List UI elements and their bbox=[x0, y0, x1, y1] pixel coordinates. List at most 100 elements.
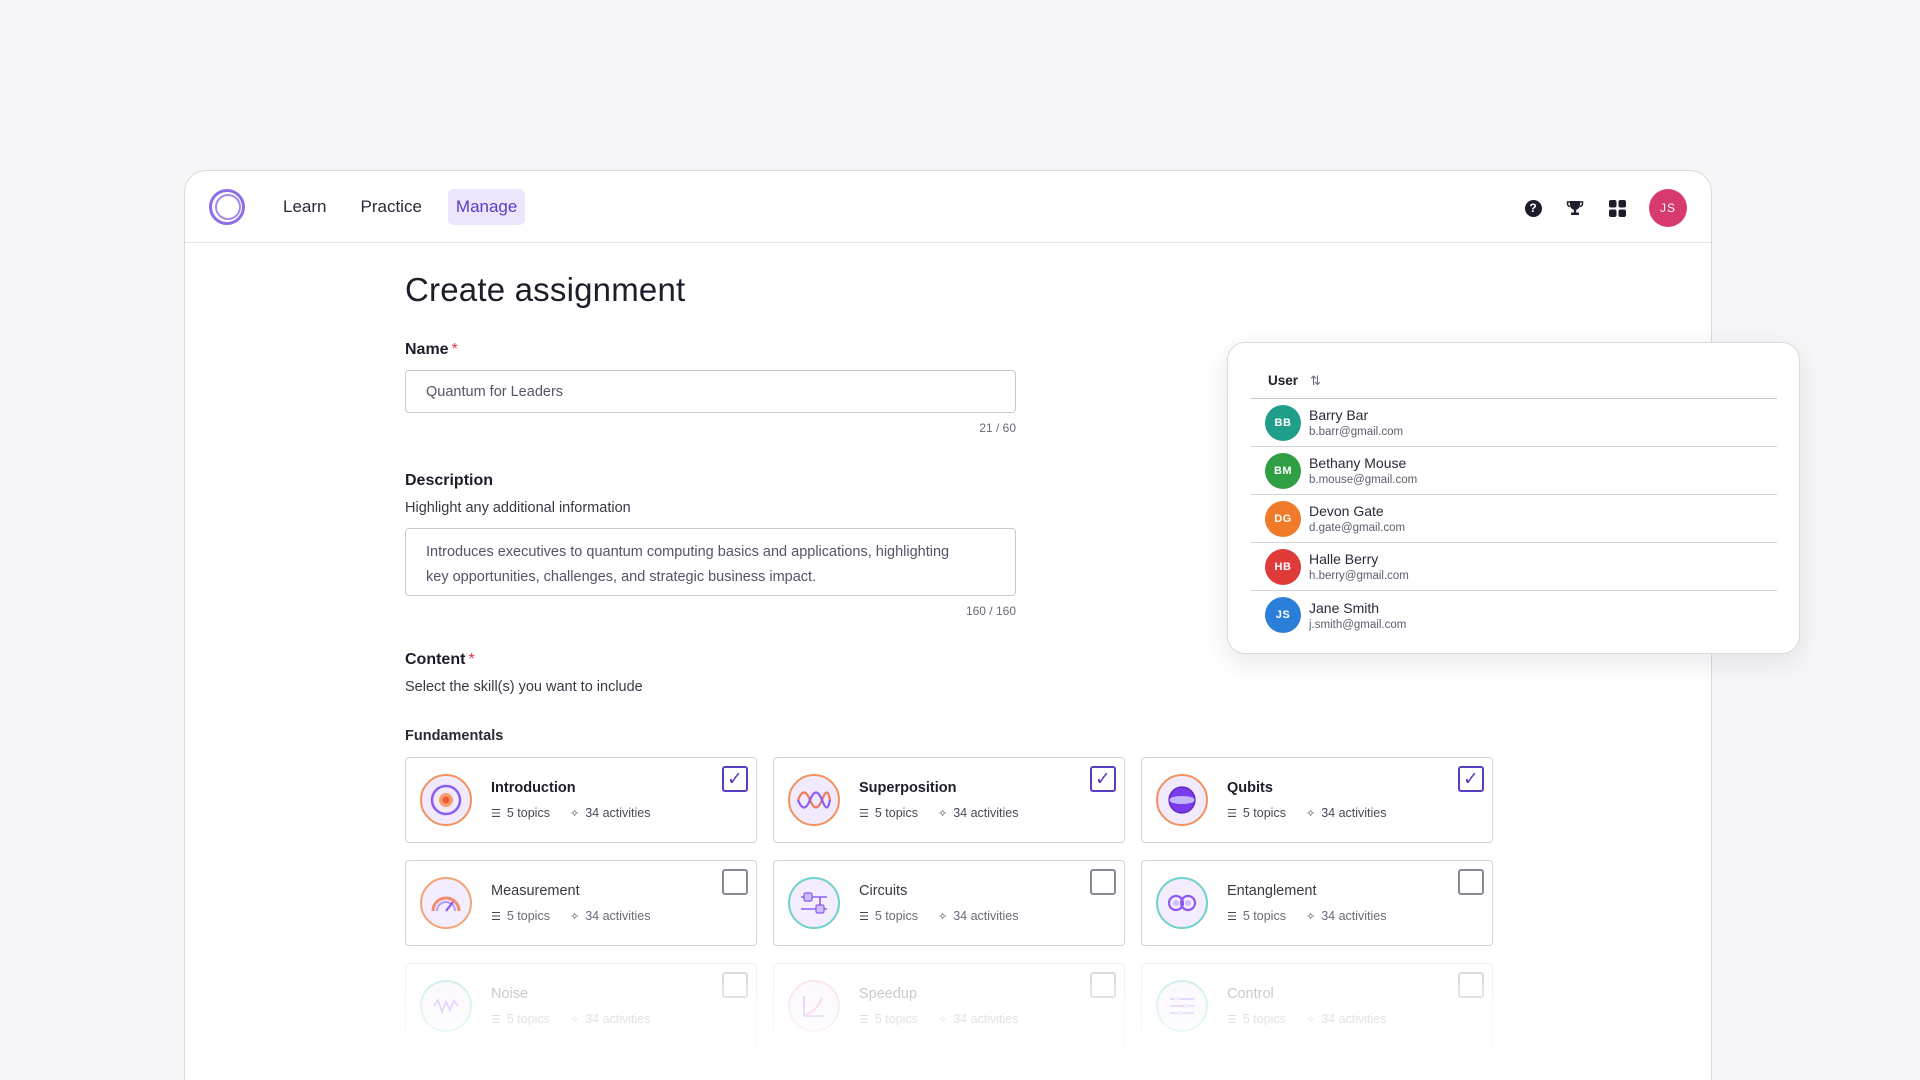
skill-checkbox[interactable] bbox=[1458, 972, 1484, 998]
control-icon-svg bbox=[1170, 996, 1194, 1016]
help-icon[interactable]: ? bbox=[1523, 198, 1543, 218]
topics-list-icon: ☰ bbox=[1227, 1013, 1237, 1026]
apps-grid-icon[interactable] bbox=[1607, 198, 1627, 218]
user-avatar[interactable]: JS bbox=[1649, 189, 1687, 227]
nav-practice[interactable]: Practice bbox=[360, 196, 422, 216]
skill-info: Measurement ☰ 5 topics ✧ 34 activities bbox=[491, 883, 651, 923]
noise-icon bbox=[420, 980, 472, 1032]
skill-info: Introduction ☰ 5 topics ✧ 34 activities bbox=[491, 780, 651, 820]
skill-card-circuits[interactable]: Circuits ☰ 5 topics ✧ 34 activities bbox=[773, 860, 1125, 946]
activities-icon: ✧ bbox=[1305, 1013, 1316, 1026]
skill-activities: 34 activities bbox=[585, 1012, 651, 1026]
logo-inner-ring bbox=[215, 193, 241, 220]
logo[interactable] bbox=[209, 188, 245, 225]
user-table-header[interactable]: User ⇅ bbox=[1250, 363, 1777, 399]
user-list-panel: User ⇅ BB Barry Bar b.barr@gmail.com BM … bbox=[1227, 342, 1800, 654]
introduction-icon bbox=[420, 774, 472, 826]
user-name: Bethany Mouse bbox=[1309, 455, 1407, 471]
skill-activities: 34 activities bbox=[585, 806, 651, 820]
skill-checkbox[interactable]: ✓ bbox=[722, 766, 748, 792]
user-email: j.smith@gmail.com bbox=[1309, 618, 1407, 631]
user-details: Devon Gate d.gate@gmail.com bbox=[1309, 503, 1405, 534]
name-input[interactable]: Quantum for Leaders bbox=[405, 370, 1016, 413]
description-line-2: key opportunities, challenges, and strat… bbox=[426, 569, 817, 585]
skill-checkbox[interactable] bbox=[1458, 869, 1484, 895]
skill-activities: 34 activities bbox=[953, 909, 1019, 923]
skill-checkbox[interactable] bbox=[722, 972, 748, 998]
required-mark: * bbox=[451, 341, 458, 358]
activities-icon: ✧ bbox=[1305, 910, 1316, 923]
user-row[interactable]: HB Halle Berry h.berry@gmail.com bbox=[1250, 543, 1777, 591]
skill-card-speedup[interactable]: Speedup ☰ 5 topics ✧ 34 activities bbox=[773, 963, 1125, 1049]
trophy-icon[interactable] bbox=[1565, 198, 1585, 218]
skill-checkbox[interactable] bbox=[722, 869, 748, 895]
skill-checkbox[interactable]: ✓ bbox=[1090, 766, 1116, 792]
avatar: JS bbox=[1265, 597, 1301, 633]
name-label-text: Name bbox=[405, 341, 449, 358]
top-actions: ? JS bbox=[1523, 189, 1687, 227]
skill-topics: 5 topics bbox=[1242, 909, 1286, 923]
skill-card-noise[interactable]: Noise ☰ 5 topics ✧ 34 activities bbox=[405, 963, 757, 1049]
user-row[interactable]: BB Barry Bar b.barr@gmail.com bbox=[1250, 399, 1777, 447]
circuits-icon-svg bbox=[801, 892, 827, 914]
measurement-icon bbox=[420, 877, 472, 929]
skill-info: Speedup ☰ 5 topics ✧ 34 activities bbox=[859, 986, 1019, 1026]
skill-card-control[interactable]: Control ☰ 5 topics ✧ 34 activities bbox=[1141, 963, 1493, 1049]
skill-name: Speedup bbox=[859, 986, 918, 1002]
skills-grid: Introduction ☰ 5 topics ✧ 34 activities … bbox=[405, 757, 1505, 1049]
skill-checkbox[interactable]: ✓ bbox=[1458, 766, 1484, 792]
topics-list-icon: ☰ bbox=[491, 1013, 501, 1026]
skill-card-measurement[interactable]: Measurement ☰ 5 topics ✧ 34 activities bbox=[405, 860, 757, 946]
speedup-icon bbox=[788, 980, 840, 1032]
skill-checkbox[interactable] bbox=[1090, 972, 1116, 998]
skill-topics: 5 topics bbox=[874, 909, 918, 923]
activities-icon: ✧ bbox=[937, 1013, 948, 1026]
user-email: b.mouse@gmail.com bbox=[1309, 474, 1418, 486]
skill-meta: ☰ 5 topics ✧ 34 activities bbox=[491, 909, 651, 923]
superposition-icon-svg bbox=[796, 791, 832, 809]
circuits-icon bbox=[788, 877, 840, 929]
avatar: BM bbox=[1265, 452, 1301, 489]
skill-topics: 5 topics bbox=[506, 806, 550, 820]
skill-name: Measurement bbox=[491, 883, 580, 899]
page-title: Create assignment bbox=[405, 271, 686, 308]
control-icon bbox=[1156, 980, 1208, 1032]
skill-activities: 34 activities bbox=[953, 806, 1019, 820]
user-details: Jane Smith j.smith@gmail.com bbox=[1309, 600, 1406, 631]
qubits-icon-svg bbox=[1168, 786, 1196, 814]
topics-list-icon: ☰ bbox=[859, 1013, 869, 1026]
sort-icon[interactable]: ⇅ bbox=[1310, 372, 1321, 388]
skill-info: Circuits ☰ 5 topics ✧ 34 activities bbox=[859, 883, 1019, 923]
user-row[interactable]: BM Bethany Mouse b.mouse@gmail.com bbox=[1250, 447, 1777, 495]
entanglement-icon-svg bbox=[1167, 894, 1197, 912]
avatar: HB bbox=[1265, 548, 1301, 585]
skill-info: Control ☰ 5 topics ✧ 34 activities bbox=[1227, 986, 1387, 1026]
description-char-counter: 160 / 160 bbox=[965, 604, 1016, 618]
activities-icon: ✧ bbox=[937, 910, 948, 923]
skill-topics: 5 topics bbox=[874, 806, 918, 820]
avatar: DG bbox=[1265, 500, 1301, 537]
skill-activities: 34 activities bbox=[1321, 1012, 1387, 1026]
activities-icon: ✧ bbox=[569, 1013, 580, 1026]
user-email: d.gate@gmail.com bbox=[1309, 522, 1406, 534]
skill-checkbox[interactable] bbox=[1090, 869, 1116, 895]
skill-meta: ☰ 5 topics ✧ 34 activities bbox=[491, 806, 651, 820]
description-textarea[interactable]: Introduces executives to quantum computi… bbox=[405, 528, 1016, 596]
name-label: Name * bbox=[405, 341, 1505, 359]
name-input-value: Quantum for Leaders bbox=[426, 383, 564, 400]
nav-manage[interactable]: Manage bbox=[447, 188, 526, 225]
skill-card-introduction[interactable]: Introduction ☰ 5 topics ✧ 34 activities … bbox=[405, 757, 757, 843]
user-row[interactable]: JS Jane Smith j.smith@gmail.com bbox=[1250, 591, 1777, 639]
nav-learn[interactable]: Learn bbox=[283, 196, 327, 216]
skill-card-qubits[interactable]: Qubits ☰ 5 topics ✧ 34 activities ✓ bbox=[1141, 757, 1493, 843]
topics-list-icon: ☰ bbox=[859, 910, 869, 923]
required-mark: * bbox=[468, 651, 475, 668]
user-row[interactable]: DG Devon Gate d.gate@gmail.com bbox=[1250, 495, 1777, 543]
user-name: Jane Smith bbox=[1309, 599, 1380, 616]
introduction-icon-svg bbox=[430, 784, 462, 816]
skill-card-superposition[interactable]: Superposition ☰ 5 topics ✧ 34 activities… bbox=[773, 757, 1125, 843]
skill-card-entanglement[interactable]: Entanglement ☰ 5 topics ✧ 34 activities bbox=[1141, 860, 1493, 946]
skill-topics: 5 topics bbox=[1242, 806, 1286, 820]
user-details: Halle Berry h.berry@gmail.com bbox=[1309, 551, 1409, 582]
name-field-group: Name * Quantum for Leaders 21 / 60 bbox=[405, 341, 1505, 435]
